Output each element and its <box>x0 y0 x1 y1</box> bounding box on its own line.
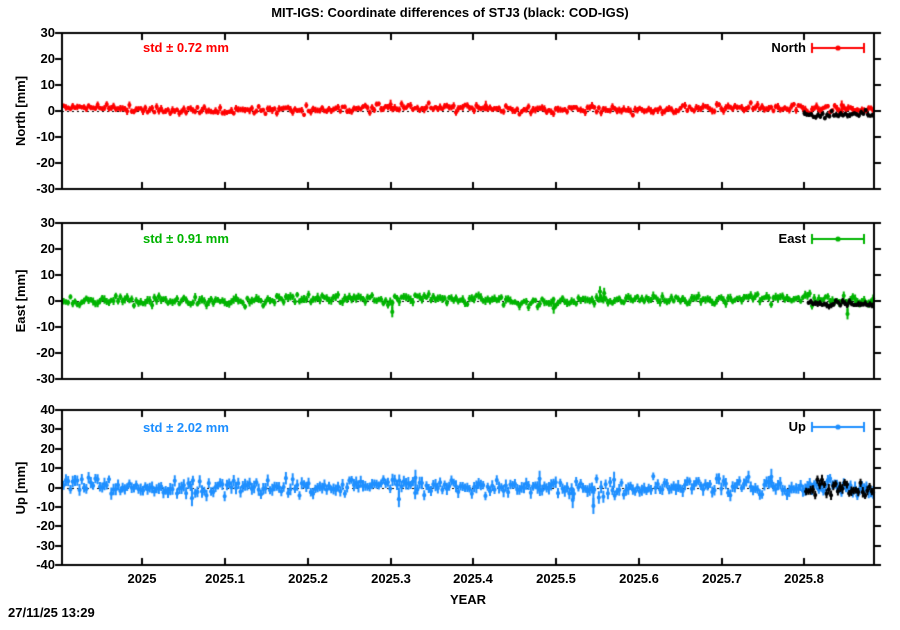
x-tick-label: 2025 <box>127 571 157 586</box>
x-tick-label: 2025.6 <box>619 571 659 586</box>
x-tick-label: 2025.5 <box>536 571 576 586</box>
legend-label-north: North <box>771 40 806 55</box>
y-tick-label: -10 <box>36 499 55 514</box>
y-tick-label: -20 <box>36 345 55 360</box>
x-tick-label: 2025.3 <box>371 571 411 586</box>
x-tick-label: 2025.7 <box>702 571 742 586</box>
std-annotation-east: std ± 0.91 mm <box>143 231 229 246</box>
y-tick-label: -30 <box>36 371 55 386</box>
y-tick-label: 30 <box>40 25 55 40</box>
y-tick-label: -10 <box>36 129 55 144</box>
y-tick-label: -30 <box>36 538 55 553</box>
y-tick-label: 10 <box>40 460 55 475</box>
x-tick-label: 2025.2 <box>288 571 328 586</box>
x-tick-label: 2025.8 <box>784 571 824 586</box>
std-annotation-up: std ± 2.02 mm <box>143 420 229 435</box>
std-annotation-north: std ± 0.72 mm <box>143 40 229 55</box>
y-tick-label: 10 <box>40 77 55 92</box>
y-tick-label: -40 <box>36 557 55 572</box>
y-tick-label: 30 <box>40 215 55 230</box>
x-tick-label: 2025.4 <box>453 571 493 586</box>
y-tick-label: 0 <box>47 293 55 308</box>
timestamp: 27/11/25 13:29 <box>8 605 95 620</box>
legend-label-up: Up <box>788 419 806 434</box>
y-tick-label: -20 <box>36 155 55 170</box>
y-tick-label: -30 <box>36 181 55 196</box>
legend-label-east: East <box>778 231 806 246</box>
y-tick-label: 10 <box>40 267 55 282</box>
y-tick-label: -20 <box>36 518 55 533</box>
y-tick-label: 20 <box>40 51 55 66</box>
y-tick-label: 20 <box>40 241 55 256</box>
plot-title: MIT-IGS: Coordinate differences of STJ3 … <box>271 5 629 20</box>
y-tick-label: 0 <box>47 480 55 495</box>
x-axis-label: YEAR <box>449 592 487 607</box>
y-tick-label: 30 <box>40 421 55 436</box>
y-tick-label: 40 <box>40 402 55 417</box>
y-tick-label: 20 <box>40 441 55 456</box>
y-tick-label: -10 <box>36 319 55 334</box>
y-tick-label: 0 <box>47 103 55 118</box>
x-tick-label: 2025.1 <box>205 571 245 586</box>
